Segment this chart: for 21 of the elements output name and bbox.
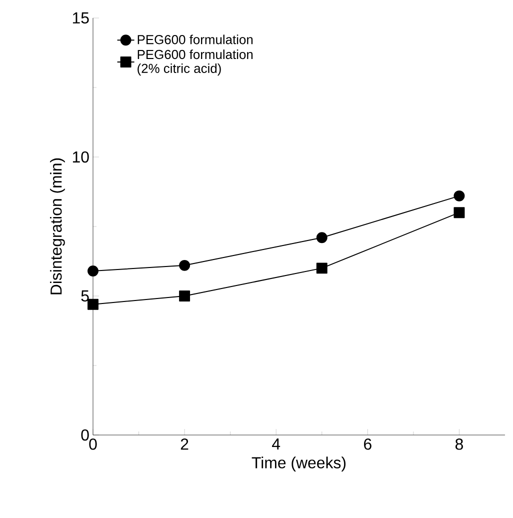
x-tick-label: 6 xyxy=(364,438,372,450)
x-axis-title: Time (weeks) xyxy=(252,456,346,472)
point xyxy=(454,190,465,202)
point xyxy=(316,262,328,274)
y-tick-label: 15 xyxy=(72,12,89,24)
y-tick-label: 5 xyxy=(81,290,89,302)
point xyxy=(88,265,98,276)
point xyxy=(179,290,190,302)
x-tick-label: 8 xyxy=(455,438,463,450)
x-tick-label: 4 xyxy=(272,438,280,450)
x-tick-label: 2 xyxy=(180,438,188,450)
y-tick-label: 0 xyxy=(81,429,89,441)
point xyxy=(88,298,98,310)
legend-label: PEG600 formulation xyxy=(138,34,253,44)
y-tick-label: 10 xyxy=(72,151,89,163)
point xyxy=(316,232,328,244)
x-tick-label: 0 xyxy=(89,438,97,450)
y-axis-title: Disintegration (min) xyxy=(50,158,65,294)
point xyxy=(454,207,465,218)
legend-label: PEG600 formulation (2% citric acid) xyxy=(138,50,253,76)
point xyxy=(179,260,190,271)
